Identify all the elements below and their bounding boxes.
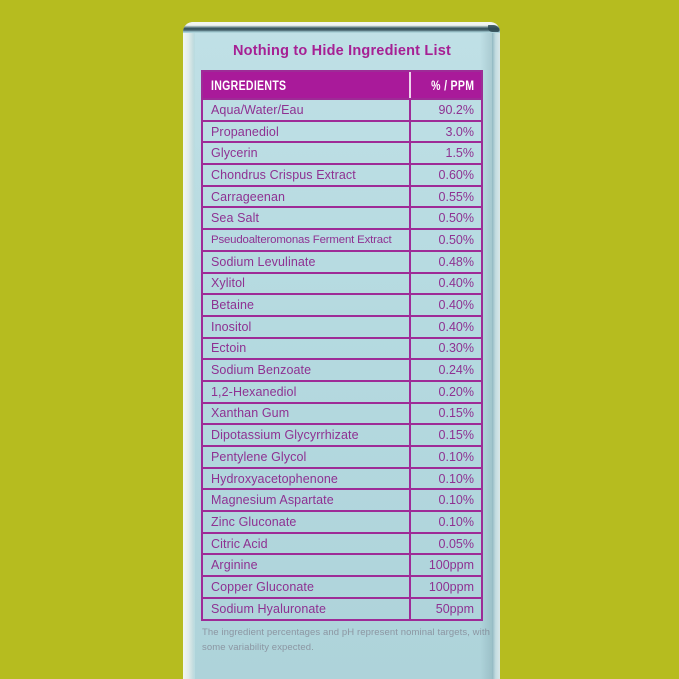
ingredient-value: 0.10% [438, 471, 474, 486]
ingredient-name: Chondrus Crispus Extract [203, 165, 411, 185]
table-row: Magnesium Aspartate 0.10% [203, 488, 481, 511]
ingredient-name: Inositol [203, 316, 411, 337]
panel-title: Nothing to Hide Ingredient List [232, 43, 452, 59]
ingredient-value: 0.24% [438, 363, 474, 378]
table-row: Sea Salt 0.50% [203, 206, 481, 229]
table-header-row: INGREDIENTS % / PPM [203, 72, 481, 98]
box-top-edge [183, 22, 500, 33]
product-box: Nothing to Hide Ingredient List INGREDIE… [183, 22, 500, 679]
ingredient-value: 0.40% [438, 276, 474, 291]
ingredient-value: 0.20% [438, 384, 474, 399]
table-row: Dipotassium Glycyrrhizate 0.15% [203, 423, 481, 445]
ingredient-name: Ectoin [203, 338, 411, 359]
ingredient-value: 50ppm [435, 601, 474, 616]
table-row: Propanediol 3.0% [203, 119, 481, 142]
ingredient-value: 0.10% [438, 514, 474, 529]
table-row: Citric Acid 0.05% [203, 531, 481, 554]
ingredient-name: Zinc Gluconate [203, 512, 411, 532]
ingredient-name: Dipotassium Glycyrrhizate [203, 425, 411, 445]
ingredient-name: Sodium Levulinate [203, 251, 411, 272]
ingredient-value: 0.55% [438, 189, 474, 204]
table-row: Pentylene Glycol 0.10% [203, 445, 481, 467]
ingredient-name: Hydroxyacetophenone [203, 468, 411, 489]
ingredient-value: 1.5% [445, 146, 475, 161]
table-row: Chondrus Crispus Extract 0.60% [203, 163, 481, 185]
table-row: Xylitol 0.40% [203, 271, 481, 294]
ingredient-value: 100ppm [428, 579, 474, 594]
ingredient-name: Xanthan Gum [203, 403, 411, 424]
box-left-edge [183, 31, 195, 679]
ingredient-name: 1,2-Hexanediol [203, 381, 411, 402]
ingredient-value: 0.50% [438, 211, 474, 226]
ingredient-value: 0.15% [438, 428, 474, 443]
header-ingredients-label: INGREDIENTS [211, 77, 287, 93]
ingredient-value: 0.30% [438, 341, 474, 356]
table-row: Sodium Benzoate 0.24% [203, 358, 481, 380]
header-percent-ppm-label: % / PPM [430, 77, 474, 93]
ingredient-name: Betaine [203, 295, 411, 315]
header-ingredients: INGREDIENTS [203, 72, 411, 98]
table-row: Pseudoalteromonas Ferment Extract 0.50% [203, 228, 481, 250]
table-row: Ectoin 0.30% [203, 336, 481, 359]
table-row: Glycerin 1.5% [203, 141, 481, 164]
table-row: Copper Gluconate 100ppm [203, 575, 481, 597]
ingredient-value: 0.40% [438, 319, 474, 334]
header-percent-ppm: % / PPM [411, 72, 481, 98]
ingredient-name: Carrageenan [203, 186, 411, 207]
ingredient-value: 0.40% [438, 298, 474, 313]
ingredient-name: Sodium Hyaluronate [203, 598, 411, 619]
ingredient-value: 0.10% [438, 449, 474, 464]
ingredient-value: 3.0% [445, 124, 475, 139]
ingredient-name: Pseudoalteromonas Ferment Extract [203, 230, 411, 250]
ingredient-value: 0.10% [438, 493, 474, 508]
table-row: Arginine 100ppm [203, 553, 481, 576]
box-right-edge [492, 31, 500, 679]
ingredient-name: Glycerin [203, 143, 411, 164]
table-row: Zinc Gluconate 0.10% [203, 510, 481, 532]
table-row: Betaine 0.40% [203, 293, 481, 315]
table-row: Carrageenan 0.55% [203, 184, 481, 207]
ingredient-name: Arginine [203, 555, 411, 576]
table-row: Inositol 0.40% [203, 314, 481, 337]
ingredient-value: 0.60% [438, 167, 474, 182]
ingredient-value: 0.50% [438, 232, 474, 247]
ingredients-table: INGREDIENTS % / PPM Aqua/Water/Eau 90.2%… [201, 70, 483, 621]
ingredient-name: Magnesium Aspartate [203, 490, 411, 511]
ingredient-name: Propanediol [203, 121, 411, 142]
ingredient-name: Xylitol [203, 273, 411, 294]
ingredient-value: 90.2% [438, 102, 474, 117]
table-row: Aqua/Water/Eau 90.2% [203, 98, 481, 120]
table-row: Xanthan Gum 0.15% [203, 401, 481, 424]
ingredient-name: Aqua/Water/Eau [203, 100, 411, 120]
table-row: Hydroxyacetophenone 0.10% [203, 466, 481, 489]
ingredient-name: Copper Gluconate [203, 577, 411, 597]
ingredient-value: 0.05% [438, 536, 474, 551]
ingredient-name: Citric Acid [203, 533, 411, 554]
table-row: 1,2-Hexanediol 0.20% [203, 379, 481, 402]
ingredient-name: Pentylene Glycol [203, 447, 411, 467]
ingredient-value: 0.48% [438, 254, 474, 269]
footnote: The ingredient percentages and pH repres… [202, 627, 490, 653]
ingredient-value: 0.15% [438, 406, 474, 421]
ingredient-name: Sodium Benzoate [203, 360, 411, 380]
ingredient-name: Sea Salt [203, 208, 411, 229]
table-row: Sodium Levulinate 0.48% [203, 249, 481, 272]
table-row: Sodium Hyaluronate 50ppm [203, 596, 481, 619]
ingredient-value: 100ppm [428, 558, 474, 573]
